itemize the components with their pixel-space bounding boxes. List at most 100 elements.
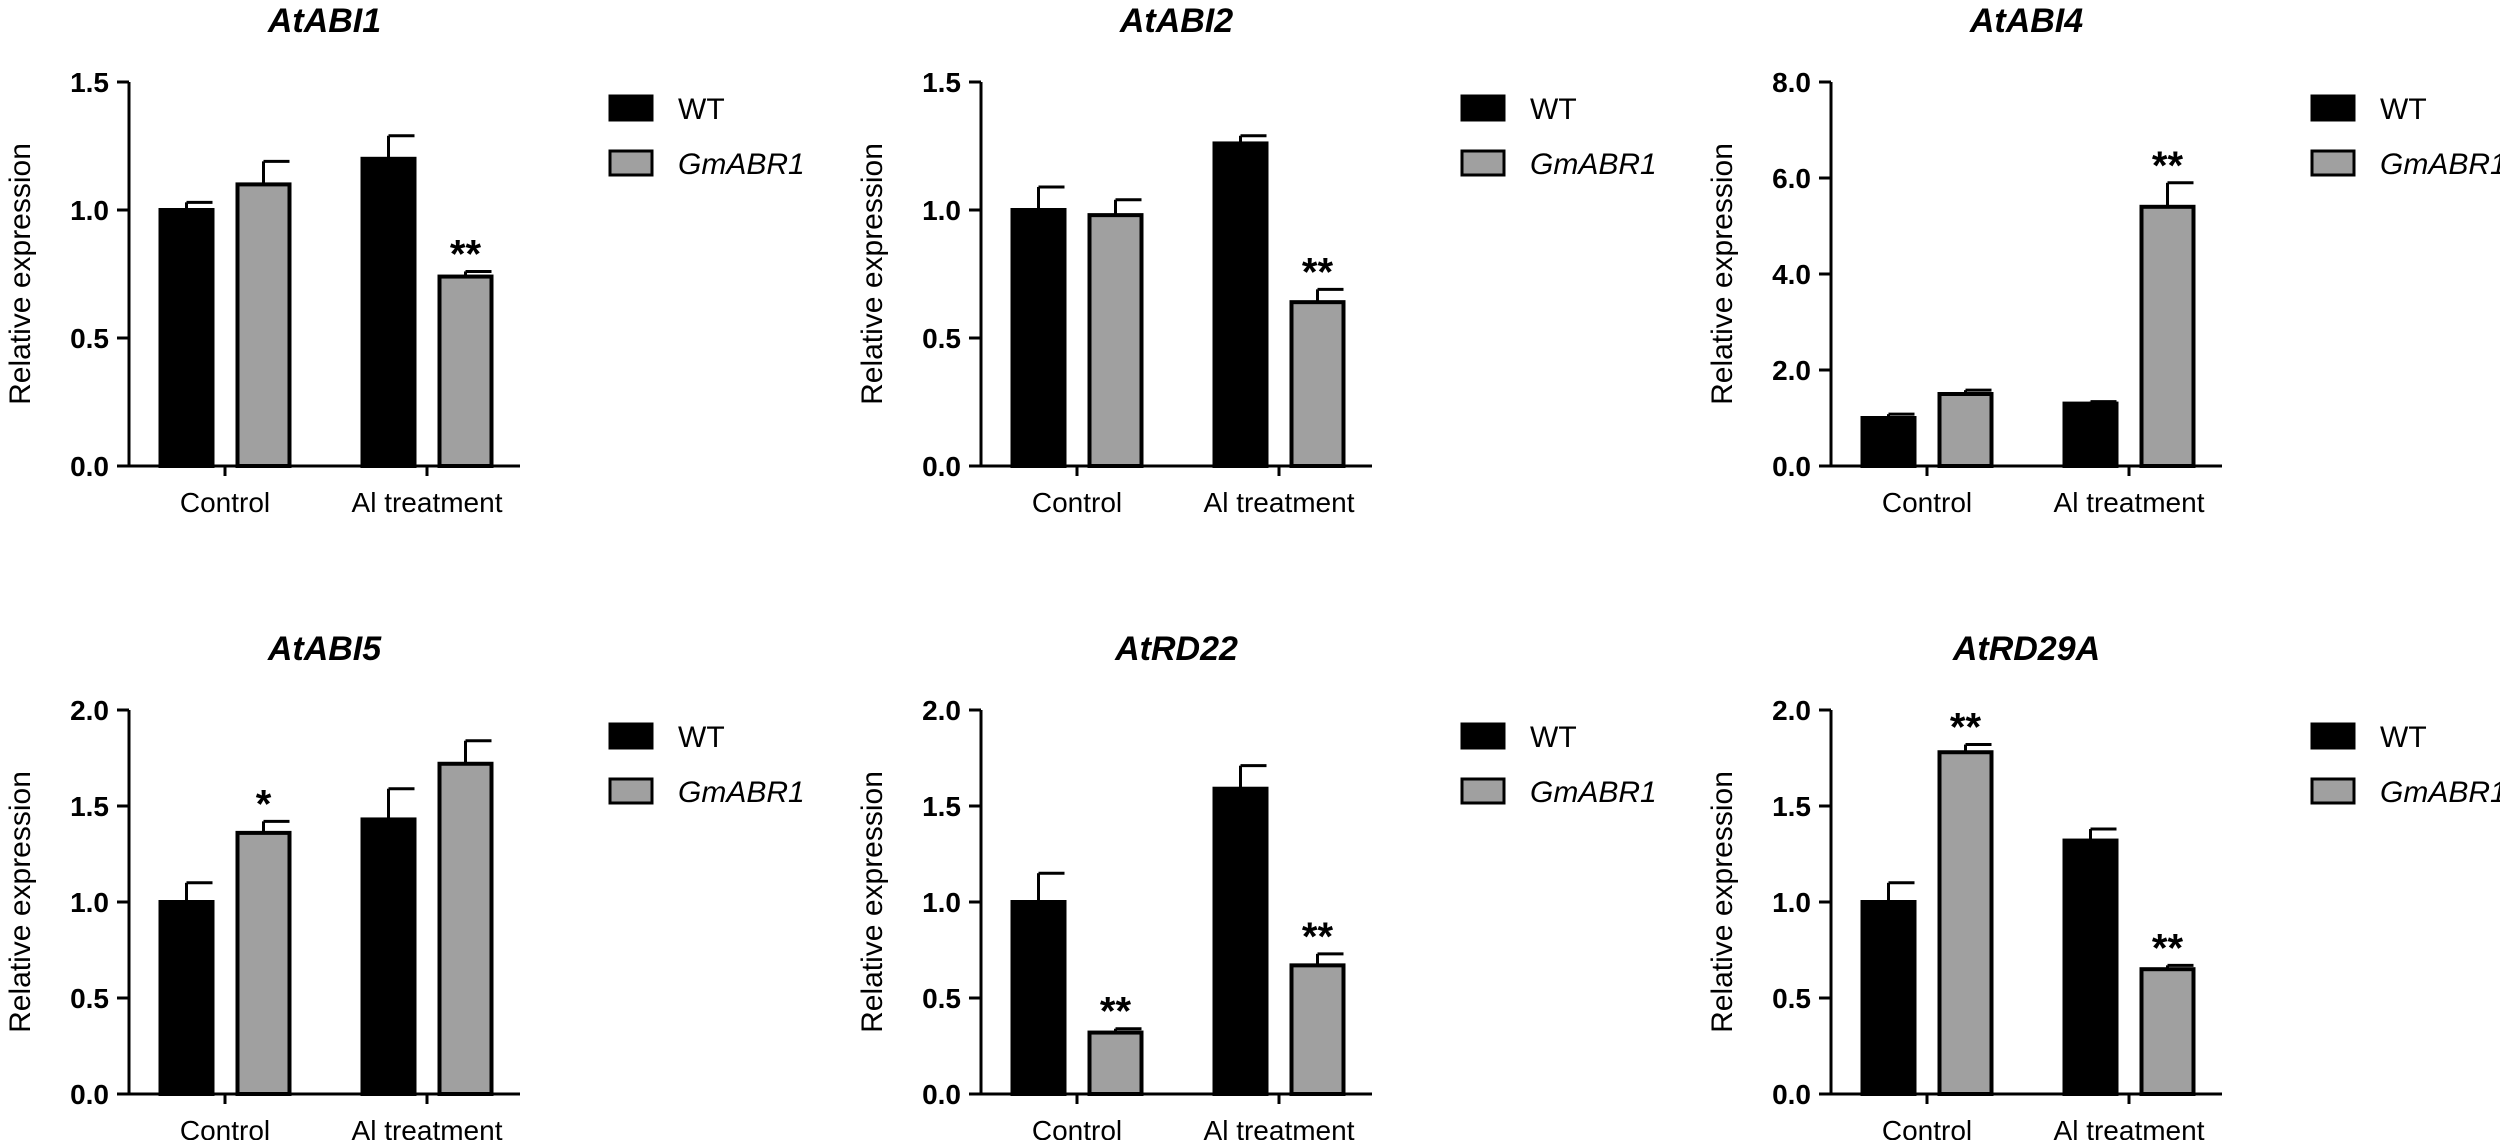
legend-swatch-GmABR1 (1460, 777, 1506, 805)
x-tick-label: Control (1032, 487, 1122, 518)
chart-title: AtABI2 (1119, 2, 1233, 40)
y-tick-label: 8.0 (1772, 67, 1811, 98)
y-tick-label: 1.5 (70, 791, 109, 822)
y-tick-label: 1.5 (922, 67, 961, 98)
y-axis-label: Relative expression (1706, 143, 1739, 405)
bar-GmABR1-Al treatment (437, 274, 494, 468)
y-tick-label: 0.0 (70, 1079, 109, 1110)
bar-WT-Control (1010, 208, 1067, 468)
legend-label: WT (2380, 721, 2427, 754)
y-tick-label: 1.0 (70, 195, 109, 226)
chart-title: AtABI5 (267, 630, 382, 668)
y-tick-label: 0.0 (1772, 451, 1811, 482)
y-tick-label: 4.0 (1772, 259, 1811, 290)
bar-GmABR1-Control (1937, 750, 1994, 1097)
y-tick-label: 1.0 (922, 195, 961, 226)
bar-WT-Al treatment (2062, 838, 2119, 1096)
y-tick-label: 1.5 (1772, 791, 1811, 822)
bar-WT-Al treatment (1212, 786, 1269, 1096)
legend-label: GmABR1 (2380, 148, 2500, 181)
significance-mark: ** (2152, 144, 2184, 188)
chart-panel-AtRD22: AtRD22 Relative expression ** Control ** Al t… (856, 630, 1657, 1140)
legend-swatch-WT (2310, 94, 2356, 122)
legend-swatch-GmABR1 (2310, 777, 2356, 805)
legend-label: WT (1530, 721, 1577, 754)
significance-mark: ** (1302, 250, 1334, 294)
significance-mark: ** (450, 232, 482, 276)
x-tick-label: Control (1032, 1115, 1122, 1140)
bar-GmABR1-Al treatment (1289, 963, 1346, 1096)
legend-swatch-GmABR1 (1460, 149, 1506, 177)
chart-title: AtABI1 (267, 2, 381, 40)
legend-label: GmABR1 (2380, 776, 2500, 809)
bar-WT-Control (1860, 900, 1917, 1096)
x-tick-label: Al treatment (1204, 1115, 1355, 1140)
x-tick-label: Al treatment (352, 1115, 503, 1140)
legend-label: GmABR1 (1530, 148, 1657, 181)
legend-swatch-WT (2310, 722, 2356, 750)
bar-GmABR1-Control (1087, 1030, 1144, 1096)
x-tick-label: Al treatment (352, 487, 503, 518)
y-tick-label: 2.0 (70, 695, 109, 726)
x-tick-label: Al treatment (1204, 487, 1355, 518)
chart-panel-AtABI1: AtABI1 Relative expression Control ** Al tre… (4, 2, 805, 518)
chart-panel-AtABI5: AtABI5 Relative expression * Control Al trea… (4, 630, 805, 1140)
y-tick-label: 0.0 (70, 451, 109, 482)
x-tick-label: Control (180, 487, 270, 518)
bar-GmABR1-Control (1087, 213, 1144, 468)
y-tick-label: 0.0 (922, 1079, 961, 1110)
y-tick-label: 0.0 (1772, 1079, 1811, 1110)
chart-panel-AtRD29A: AtRD29A Relative expression ** Control ** Al … (1706, 630, 2500, 1140)
y-tick-label: 1.0 (922, 887, 961, 918)
legend-label: GmABR1 (1530, 776, 1657, 809)
y-axis-label: Relative expression (856, 143, 889, 405)
y-tick-label: 0.5 (70, 983, 109, 1014)
legend-label: GmABR1 (678, 776, 805, 809)
bar-WT-Control (158, 900, 215, 1096)
bar-WT-Control (158, 208, 215, 468)
bar-WT-Al treatment (1212, 141, 1269, 468)
bar-WT-Control (1010, 900, 1067, 1096)
legend-label: WT (678, 721, 725, 754)
bar-GmABR1-Control (1937, 392, 1994, 468)
y-axis-label: Relative expression (1706, 771, 1739, 1033)
bar-GmABR1-Al treatment (2139, 967, 2196, 1097)
chart-title: AtABI4 (1969, 2, 2083, 40)
y-tick-label: 0.5 (922, 323, 961, 354)
x-tick-label: Control (180, 1115, 270, 1140)
legend-label: GmABR1 (678, 148, 805, 181)
significance-mark: ** (1302, 915, 1334, 959)
legend-swatch-GmABR1 (608, 777, 654, 805)
bar-GmABR1-Control (235, 830, 292, 1096)
y-tick-label: 2.0 (1772, 695, 1811, 726)
significance-mark: ** (2152, 926, 2184, 970)
y-tick-label: 1.5 (70, 67, 109, 98)
bar-GmABR1-Control (235, 182, 292, 468)
legend-label: WT (1530, 93, 1577, 126)
y-axis-label: Relative expression (4, 143, 37, 405)
bar-WT-Al treatment (360, 156, 417, 469)
legend-swatch-WT (608, 94, 654, 122)
bar-GmABR1-Al treatment (2139, 204, 2196, 469)
y-axis-label: Relative expression (4, 771, 37, 1033)
bar-WT-Control (1860, 416, 1917, 468)
y-tick-label: 0.5 (1772, 983, 1811, 1014)
significance-mark: * (256, 782, 272, 826)
legend-swatch-WT (608, 722, 654, 750)
x-tick-label: Control (1882, 487, 1972, 518)
y-tick-label: 1.0 (1772, 887, 1811, 918)
y-axis-label: Relative expression (856, 771, 889, 1033)
y-tick-label: 0.0 (922, 451, 961, 482)
bar-GmABR1-Al treatment (1289, 300, 1346, 468)
y-tick-label: 0.5 (70, 323, 109, 354)
legend-swatch-GmABR1 (2310, 149, 2356, 177)
bar-WT-Al treatment (360, 817, 417, 1096)
chart-panel-AtABI4: AtABI4 Relative expression Control ** Al tre… (1706, 2, 2500, 518)
legend-swatch-GmABR1 (608, 149, 654, 177)
chart-title: AtRD29A (1952, 630, 2100, 668)
bar-GmABR1-Al treatment (437, 761, 494, 1096)
legend-label: WT (2380, 93, 2427, 126)
legend-swatch-WT (1460, 94, 1506, 122)
legend-swatch-WT (1460, 722, 1506, 750)
